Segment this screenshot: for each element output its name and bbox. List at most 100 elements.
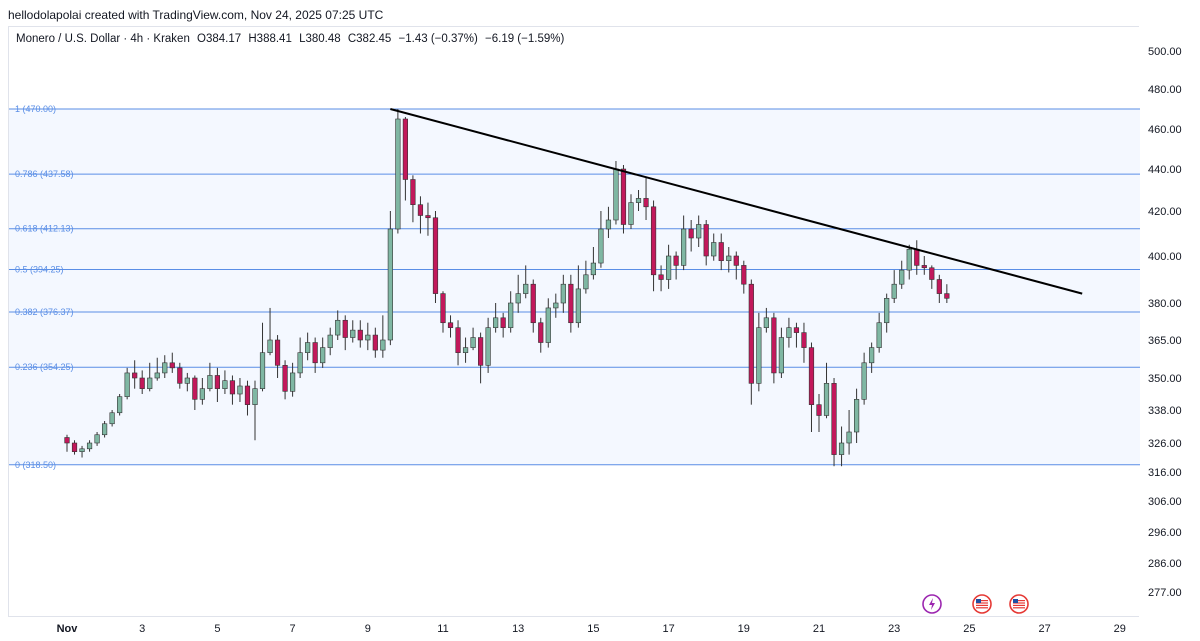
candle-body bbox=[793, 327, 800, 333]
candle-body bbox=[71, 442, 78, 452]
y-tick-label: 277.00 bbox=[1148, 587, 1182, 599]
candle-body bbox=[320, 347, 326, 364]
candle-body bbox=[884, 297, 890, 324]
candle-body bbox=[733, 255, 739, 266]
candle-body bbox=[756, 327, 762, 384]
trendline[interactable] bbox=[390, 108, 1083, 295]
candle-body bbox=[117, 396, 123, 414]
candle-body bbox=[470, 337, 476, 348]
candle-body bbox=[891, 283, 897, 299]
candle-body bbox=[365, 334, 371, 341]
candle-body bbox=[681, 228, 687, 266]
open-value: O384.17 bbox=[197, 33, 242, 45]
candle-body bbox=[297, 352, 303, 374]
x-tick-label: 21 bbox=[813, 623, 825, 635]
candle-body bbox=[500, 317, 506, 328]
us-flag-icon[interactable] bbox=[972, 594, 992, 614]
flag-stripe bbox=[976, 604, 988, 606]
candle-body bbox=[477, 337, 484, 366]
x-tick-label: 11 bbox=[437, 623, 448, 635]
candle-body bbox=[605, 219, 612, 230]
candle-body bbox=[553, 302, 559, 309]
candle-body bbox=[944, 293, 950, 299]
candle-body bbox=[823, 383, 830, 416]
candle-body bbox=[861, 362, 867, 400]
candle-body bbox=[267, 339, 273, 353]
x-tick-label: 3 bbox=[139, 623, 145, 635]
candle-body bbox=[342, 319, 348, 338]
flag-stripe bbox=[976, 602, 988, 604]
y-tick-label: 286.00 bbox=[1148, 558, 1182, 570]
candle-body bbox=[132, 372, 138, 379]
candle-body bbox=[357, 329, 363, 341]
y-tick-label: 380.00 bbox=[1148, 298, 1182, 310]
candle-body bbox=[282, 365, 288, 392]
fib-label: 0.382 (376.37) bbox=[15, 307, 74, 317]
candle-body bbox=[493, 317, 499, 328]
candle-body bbox=[538, 322, 544, 343]
candle-body bbox=[455, 327, 461, 353]
y-tick-label: 420.00 bbox=[1148, 206, 1182, 218]
candle-body bbox=[335, 319, 341, 336]
candle-body bbox=[575, 288, 581, 324]
candle-body bbox=[703, 224, 709, 257]
candle-body bbox=[327, 334, 333, 348]
candle-body bbox=[530, 283, 536, 324]
candle-body bbox=[199, 388, 205, 400]
x-tick-label: 15 bbox=[587, 623, 599, 635]
candle-body bbox=[583, 274, 589, 290]
x-tick-label: 7 bbox=[290, 623, 296, 635]
candle-body bbox=[741, 265, 747, 285]
candle-body bbox=[523, 283, 529, 294]
candle-body bbox=[568, 283, 574, 324]
candle-body bbox=[274, 339, 281, 366]
x-tick-label: 25 bbox=[963, 623, 975, 635]
y-tick-label: 365.00 bbox=[1148, 335, 1182, 347]
candle-body bbox=[192, 377, 198, 400]
y-tick-label: 480.00 bbox=[1148, 84, 1182, 96]
candle-body bbox=[380, 339, 386, 351]
x-tick-label: Nov bbox=[57, 623, 79, 635]
candle-body bbox=[410, 179, 416, 206]
candle-body bbox=[560, 283, 566, 304]
candle-body bbox=[64, 437, 70, 444]
high-value: H388.41 bbox=[248, 33, 292, 45]
candle-body bbox=[86, 442, 93, 450]
symbol-legend: Monero / U.S. Dollar · 4h · Kraken O384.… bbox=[16, 33, 568, 45]
candle-body bbox=[425, 215, 431, 219]
candle-body bbox=[598, 228, 604, 264]
candle-body bbox=[665, 255, 672, 280]
candle-body bbox=[921, 265, 927, 269]
credit-text: hellodolapolai created with TradingView.… bbox=[8, 8, 384, 22]
candle-body bbox=[711, 242, 717, 257]
candle-body bbox=[395, 118, 401, 230]
candle-body bbox=[109, 412, 115, 425]
x-tick-label: 27 bbox=[1038, 623, 1050, 635]
us-flag-icon[interactable] bbox=[1009, 594, 1029, 614]
y-tick-label: 316.00 bbox=[1148, 467, 1182, 479]
fib-label: 0 (318.50) bbox=[15, 460, 56, 470]
candle-body bbox=[312, 342, 318, 364]
candle-body bbox=[207, 375, 213, 389]
candle-body bbox=[289, 372, 296, 392]
flag-stripe bbox=[1013, 607, 1025, 609]
candle-body bbox=[402, 118, 409, 180]
low-value: L380.48 bbox=[299, 33, 341, 45]
candle-body bbox=[515, 293, 521, 304]
fib-fill bbox=[9, 109, 1140, 465]
candle-body bbox=[79, 448, 85, 452]
candle-body bbox=[763, 317, 769, 328]
candle-body bbox=[771, 317, 777, 374]
y-tick-label: 326.00 bbox=[1148, 438, 1182, 450]
flag-canton bbox=[976, 599, 981, 603]
candle-body bbox=[853, 399, 860, 433]
candle-body bbox=[590, 262, 596, 276]
candle-body bbox=[869, 347, 875, 364]
candle-body bbox=[237, 385, 243, 395]
change2-value: −6.19 (−1.59%) bbox=[485, 33, 565, 45]
flag-stripe bbox=[1013, 602, 1025, 604]
candle-body bbox=[899, 269, 905, 285]
flag-canton bbox=[1013, 599, 1018, 603]
symbol-name[interactable]: Monero / U.S. Dollar · 4h · Kraken bbox=[16, 33, 190, 45]
